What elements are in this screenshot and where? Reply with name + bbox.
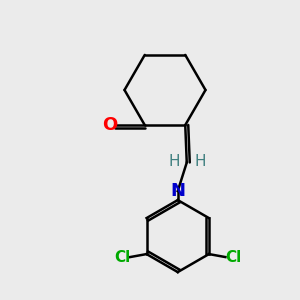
Text: Cl: Cl xyxy=(114,250,131,265)
Text: H: H xyxy=(194,154,206,169)
Text: H: H xyxy=(168,154,180,169)
Text: Cl: Cl xyxy=(225,250,241,265)
Text: N: N xyxy=(170,182,185,200)
Text: O: O xyxy=(102,116,117,134)
